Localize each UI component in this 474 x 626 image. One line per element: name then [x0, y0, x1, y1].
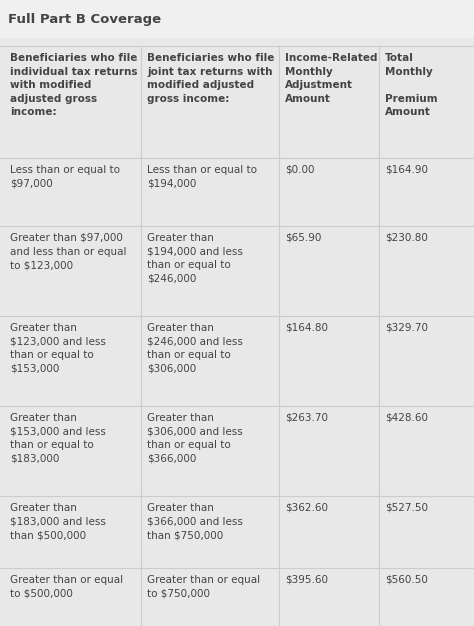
Text: Full Part B Coverage: Full Part B Coverage — [8, 13, 161, 26]
Bar — [0, 496, 474, 568]
Text: $230.80: $230.80 — [385, 233, 428, 243]
Text: Greater than
$366,000 and less
than $750,000: Greater than $366,000 and less than $750… — [147, 503, 243, 540]
Text: $428.60: $428.60 — [385, 413, 428, 423]
Bar — [0, 158, 474, 226]
Text: $329.70: $329.70 — [385, 323, 428, 333]
Text: $65.90: $65.90 — [285, 233, 321, 243]
Text: $0.00: $0.00 — [285, 165, 314, 175]
Text: Greater than
$153,000 and less
than or equal to
$183,000: Greater than $153,000 and less than or e… — [10, 413, 106, 464]
Bar — [0, 226, 474, 316]
Bar — [0, 568, 474, 626]
Text: Greater than
$123,000 and less
than or equal to
$153,000: Greater than $123,000 and less than or e… — [10, 323, 106, 374]
Bar — [0, 46, 474, 158]
Text: Less than or equal to
$194,000: Less than or equal to $194,000 — [147, 165, 257, 188]
Bar — [0, 316, 474, 406]
Text: Less than or equal to
$97,000: Less than or equal to $97,000 — [10, 165, 120, 188]
Bar — [0, 0, 474, 38]
Text: Total
Monthly

Premium
Amount: Total Monthly Premium Amount — [385, 53, 438, 118]
Text: $560.50: $560.50 — [385, 575, 428, 585]
Text: Greater than
$194,000 and less
than or equal to
$246,000: Greater than $194,000 and less than or e… — [147, 233, 243, 284]
Text: Beneficiaries who file
individual tax returns
with modified
adjusted gross
incom: Beneficiaries who file individual tax re… — [10, 53, 137, 118]
Text: $164.80: $164.80 — [285, 323, 328, 333]
Text: Beneficiaries who file
joint tax returns with
modified adjusted
gross income:: Beneficiaries who file joint tax returns… — [147, 53, 275, 104]
Text: Greater than $97,000
and less than or equal
to $123,000: Greater than $97,000 and less than or eq… — [10, 233, 127, 270]
Text: Greater than or equal
to $500,000: Greater than or equal to $500,000 — [10, 575, 123, 598]
Text: $527.50: $527.50 — [385, 503, 428, 513]
Text: Greater than
$306,000 and less
than or equal to
$366,000: Greater than $306,000 and less than or e… — [147, 413, 243, 464]
Text: Greater than
$246,000 and less
than or equal to
$306,000: Greater than $246,000 and less than or e… — [147, 323, 243, 374]
Text: Greater than
$183,000 and less
than $500,000: Greater than $183,000 and less than $500… — [10, 503, 106, 540]
Text: Income-Related
Monthly
Adjustment
Amount: Income-Related Monthly Adjustment Amount — [285, 53, 377, 104]
Text: $395.60: $395.60 — [285, 575, 328, 585]
Text: $362.60: $362.60 — [285, 503, 328, 513]
Bar — [0, 406, 474, 496]
Text: Greater than or equal
to $750,000: Greater than or equal to $750,000 — [147, 575, 261, 598]
Text: $164.90: $164.90 — [385, 165, 428, 175]
Text: $263.70: $263.70 — [285, 413, 328, 423]
